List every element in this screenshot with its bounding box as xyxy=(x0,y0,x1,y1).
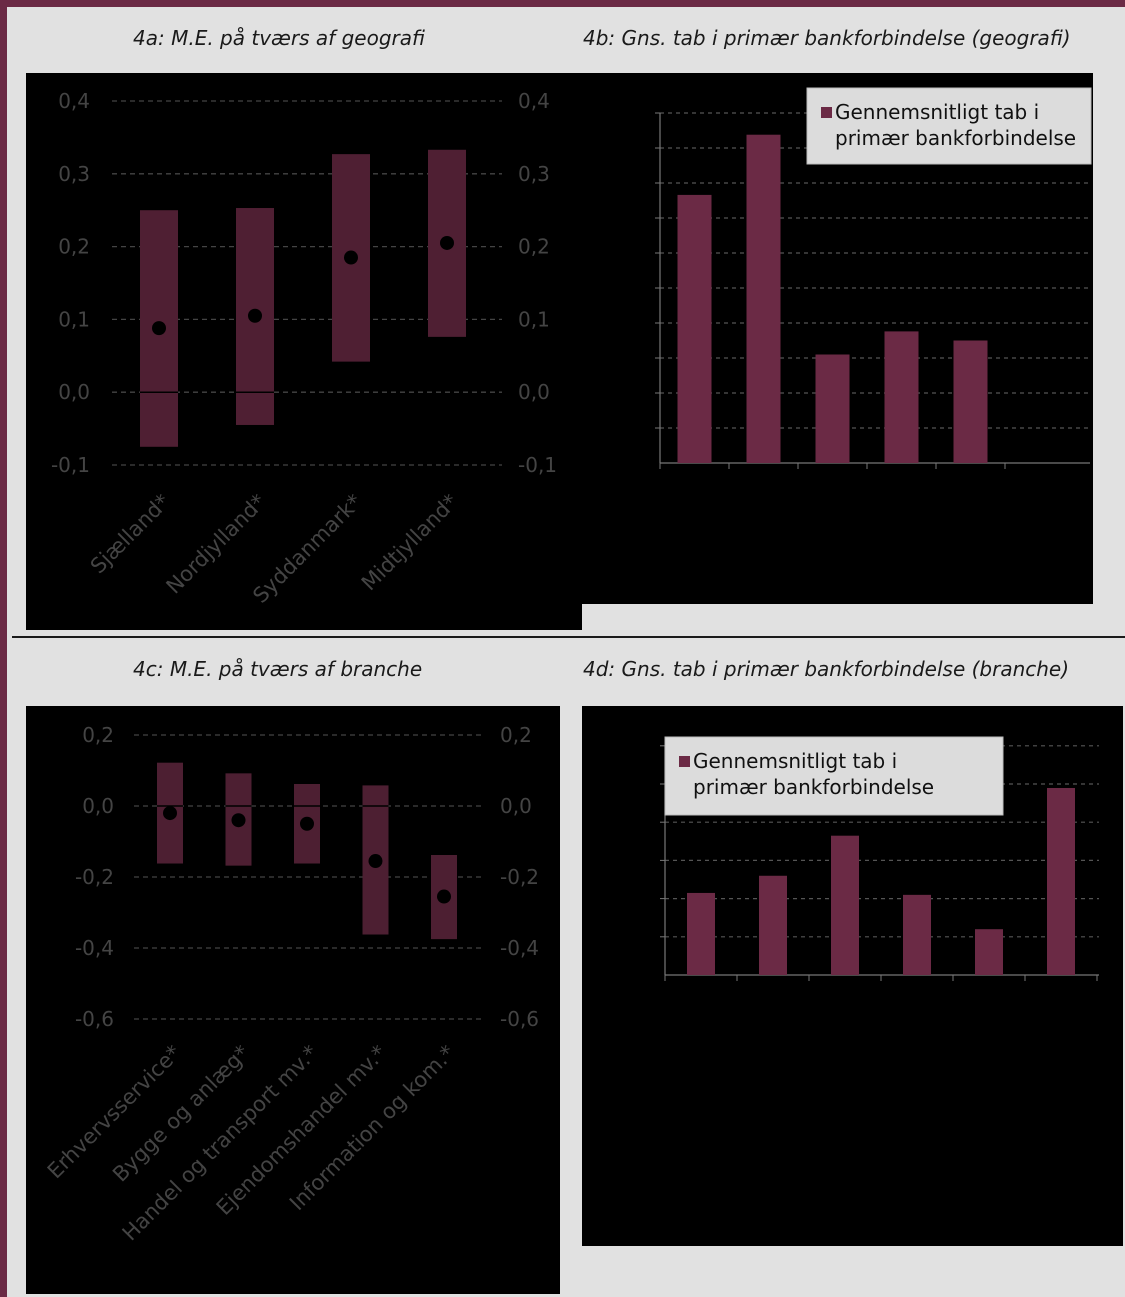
chart-4c: -0,6 -0,6 -0,4 -0,4 -0,2 -0,2 0,0 0,0 0,2 0,2 Erhv… xyxy=(26,706,560,1294)
estimate-point xyxy=(368,854,383,869)
bar xyxy=(975,929,1003,975)
y-tick-label-right: 0,0 xyxy=(500,794,532,818)
chart-title-4a: 4a: M.E. på tværs af geografi xyxy=(133,26,425,50)
chart-title-4c: 4c: M.E. på tværs af branche xyxy=(133,657,423,681)
y-tick-label-left: -0,1 xyxy=(51,453,90,477)
chart-title-4d: 4d: Gns. tab i primær bankforbindelse (b… xyxy=(583,657,1070,681)
bar xyxy=(687,892,715,975)
y-tick-label-right: -0,2 xyxy=(500,865,539,889)
legend-swatch xyxy=(821,107,832,118)
legend-box xyxy=(664,736,1004,816)
legend-label-line2: primær bankforbindelse xyxy=(693,775,934,799)
y-tick-label-left: -0,6 xyxy=(75,1007,114,1031)
y-tick-label-left: 0,0 xyxy=(58,380,90,404)
y-tick-label-left: 0,3 xyxy=(58,162,90,186)
y-tick-label-right: 0,4 xyxy=(518,89,550,113)
y-tick-label-right: -0,1 xyxy=(518,453,557,477)
chart-4a: -0,1 -0,1 0,0 0,0 0,1 0,1 0,2 0,2 0,3 0,3 0,4 0,4 Sj… xyxy=(26,73,582,630)
x-category-label: Nordjylland* xyxy=(162,490,271,599)
y-tick-label-left: -0,4 xyxy=(75,936,114,960)
estimate-point xyxy=(440,235,454,250)
estimate-point xyxy=(344,250,358,265)
legend-label-line1: Gennemsnitligt tab i xyxy=(693,749,897,773)
x-category-label: Midtjylland* xyxy=(357,490,463,596)
y-tick-label-left: 0,4 xyxy=(58,89,90,113)
legend-label-line1: Gennemsnitligt tab i xyxy=(835,100,1039,124)
section-divider xyxy=(12,636,1125,638)
bar xyxy=(1047,787,1075,975)
bar xyxy=(953,340,988,463)
y-tick-label-right: 0,3 xyxy=(518,162,550,186)
left-accent-bar xyxy=(0,0,7,1297)
x-category-label: Erhvervsservice* xyxy=(43,1041,186,1184)
legend-box xyxy=(806,87,1092,165)
estimate-point xyxy=(248,308,262,323)
bar xyxy=(746,134,781,463)
y-tick-label-right: 0,1 xyxy=(518,307,550,331)
top-accent-bar xyxy=(0,0,1125,7)
y-tick-label-right: -0,4 xyxy=(500,936,539,960)
y-tick-label-right: -0,6 xyxy=(500,1007,539,1031)
bar xyxy=(884,331,919,463)
chart-title-4b: 4b: Gns. tab i primær bankforbindelse (g… xyxy=(583,26,1071,50)
y-tick-label-left: 0,2 xyxy=(58,235,90,259)
estimate-point xyxy=(152,321,166,336)
bar xyxy=(831,835,859,975)
estimate-point xyxy=(300,816,314,831)
legend-label-line2: primær bankforbindelse xyxy=(835,126,1076,150)
y-tick-label-left: -0,2 xyxy=(75,865,114,889)
y-tick-label-left: 0,2 xyxy=(82,723,114,747)
bar xyxy=(815,354,850,463)
bar xyxy=(759,875,787,975)
estimate-point xyxy=(231,813,246,828)
bar xyxy=(677,194,712,463)
legend-swatch xyxy=(679,756,690,767)
y-tick-label-left: 0,0 xyxy=(82,794,114,818)
estimate-point xyxy=(437,889,451,904)
y-tick-label-right: 0,2 xyxy=(500,723,532,747)
y-tick-label-left: 0,1 xyxy=(58,307,90,331)
estimate-point xyxy=(163,806,177,821)
x-category-label: Sjælland* xyxy=(86,490,175,579)
bar xyxy=(903,894,931,975)
y-tick-label-right: 0,2 xyxy=(518,235,550,259)
y-tick-label-right: 0,0 xyxy=(518,380,550,404)
